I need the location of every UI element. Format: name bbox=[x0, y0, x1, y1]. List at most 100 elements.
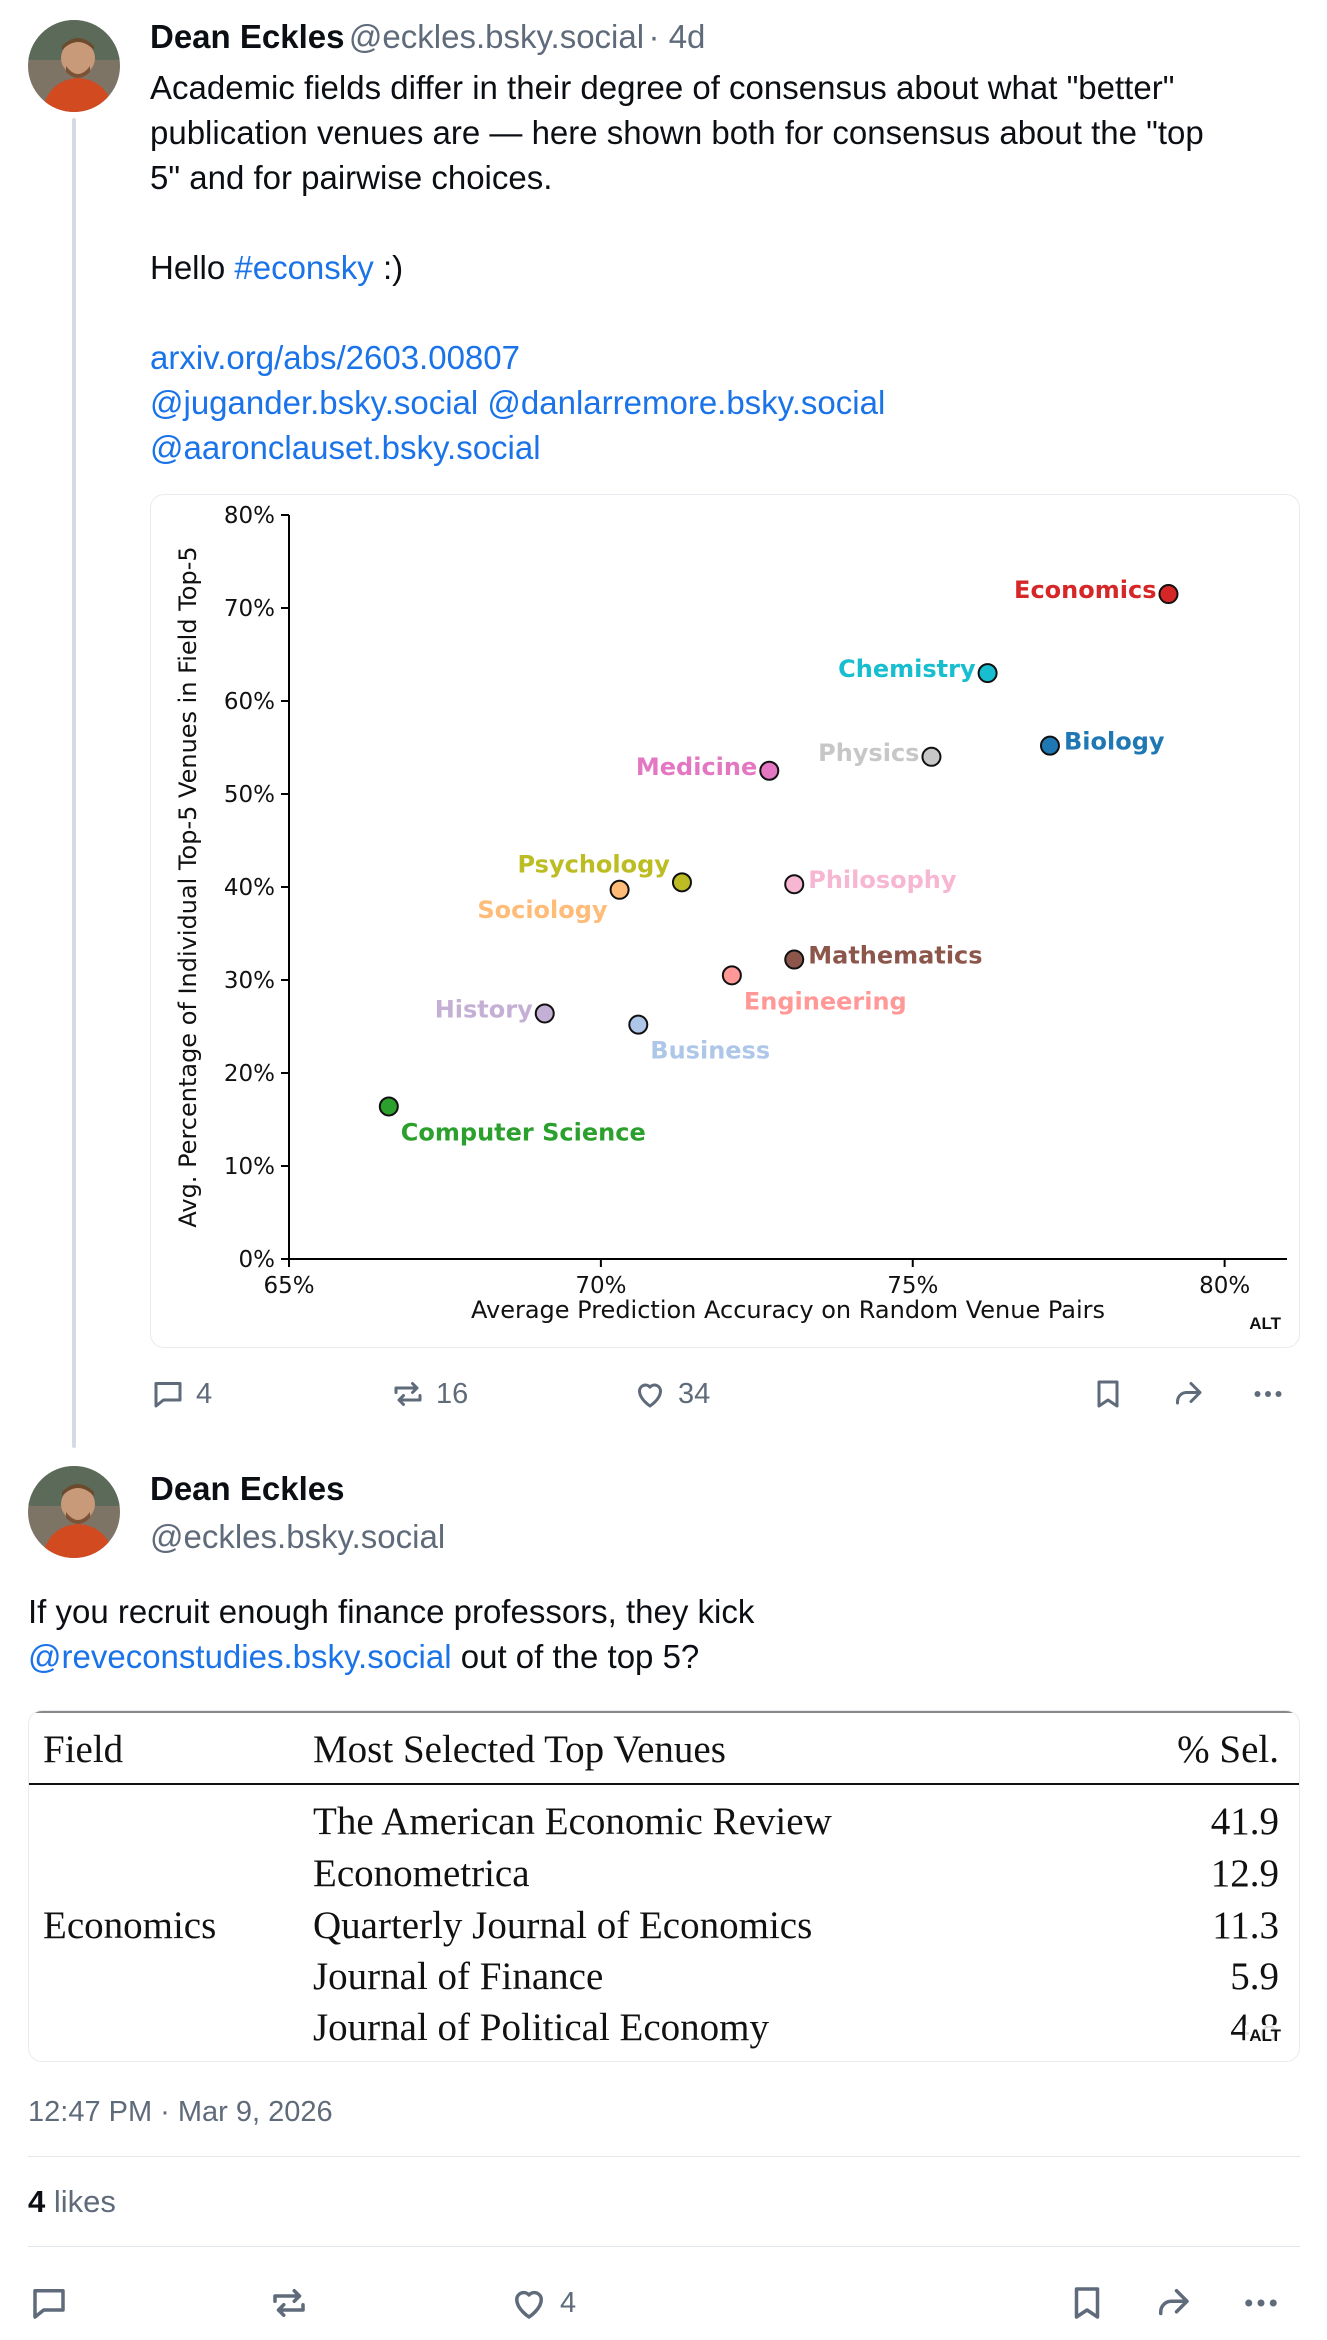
x-tick-label: 70% bbox=[575, 1273, 626, 1299]
data-point bbox=[1039, 735, 1060, 756]
point-label: Chemistry bbox=[838, 655, 976, 683]
table-venue-cell: Journal of Finance bbox=[313, 1955, 604, 1998]
x-tick-label: 80% bbox=[1199, 1273, 1250, 1299]
table-pct-cell: 41.9 bbox=[1210, 1800, 1279, 1843]
post-text-line: If you recruit enough finance professors… bbox=[28, 1593, 755, 1630]
point-label: Physics bbox=[818, 739, 919, 767]
like-count: 34 bbox=[678, 1377, 711, 1410]
heart-icon bbox=[515, 2290, 543, 2319]
table-field-cell: Economics bbox=[43, 1904, 217, 1947]
more-options-button[interactable] bbox=[1240, 2282, 1282, 2324]
mention-link[interactable]: @jugander.bsky.social bbox=[150, 384, 479, 421]
mention-link[interactable]: @danlarremore.bsky.social bbox=[487, 384, 886, 421]
like-button[interactable]: 34 bbox=[632, 1376, 710, 1412]
table-header-rule bbox=[29, 1783, 1299, 1785]
point-label: Psychology bbox=[518, 850, 671, 878]
scatter-chart: 0%10%20%30%40%50%60%70%80% 65% 70% 75% 80% … bbox=[174, 503, 1287, 1324]
comment-icon bbox=[154, 1382, 182, 1408]
repost-icon bbox=[273, 2289, 305, 2317]
thread-connector bbox=[72, 118, 76, 1448]
table-top-rule bbox=[29, 1711, 1299, 1713]
x-axis-label: Average Prediction Accuracy on Random Ve… bbox=[471, 1296, 1105, 1324]
chart-image-embed[interactable]: 0% 10% 20% 30% 40% 50% 60% 70% 80% 65% 70% 75% 80% … bbox=[150, 494, 1300, 1348]
y-tick-label: 70% bbox=[224, 596, 275, 622]
y-tick-label: 30% bbox=[224, 968, 275, 994]
more-icon bbox=[1254, 1391, 1282, 1397]
table-venue-cell: Journal of Political Economy bbox=[313, 2006, 770, 2049]
author-handle[interactable]: @eckles.bsky.social bbox=[150, 1518, 446, 1555]
author-name[interactable]: Dean Eckles bbox=[150, 1470, 345, 1507]
y-tick-label: 0% bbox=[239, 1247, 276, 1273]
x-tick-label: 65% bbox=[263, 1273, 314, 1299]
mention-link[interactable]: @reveconstudies.bsky.social bbox=[28, 1638, 452, 1675]
more-options-button[interactable] bbox=[1250, 1376, 1286, 1412]
bookmark-icon bbox=[1097, 1380, 1119, 1408]
share-button[interactable] bbox=[1152, 2282, 1194, 2324]
table-pct-cell: 11.3 bbox=[1212, 1904, 1279, 1947]
alt-badge[interactable]: ALT bbox=[1245, 1313, 1285, 1335]
data-point bbox=[784, 874, 805, 895]
bookmark-button[interactable] bbox=[1066, 2282, 1108, 2324]
table-venue-cell: Quarterly Journal of Economics bbox=[313, 1904, 813, 1947]
comment-icon bbox=[33, 2289, 65, 2319]
heart-icon bbox=[638, 1383, 662, 1408]
avatar[interactable] bbox=[28, 20, 120, 112]
hashtag-link[interactable]: #econsky bbox=[234, 249, 374, 286]
post-timestamp[interactable]: 12:47 PM · Mar 9, 2026 bbox=[28, 2096, 333, 2128]
author-name[interactable]: Dean Eckles bbox=[150, 18, 345, 55]
repost-icon bbox=[394, 1382, 422, 1406]
data-point bbox=[671, 872, 692, 893]
arxiv-link[interactable]: arxiv.org/abs/2603.00807 bbox=[150, 339, 520, 376]
x-tick-label: 75% bbox=[887, 1273, 938, 1299]
point-label: Philosophy bbox=[808, 866, 957, 894]
post-header: Dean Eckles @eckles.bsky.social · 4d bbox=[150, 18, 705, 56]
y-tick-label: 60% bbox=[224, 689, 275, 715]
share-icon bbox=[1159, 2289, 1189, 2316]
like-button[interactable]: 4 bbox=[508, 2282, 576, 2324]
repost-button[interactable] bbox=[268, 2282, 310, 2324]
likes-summary-label: likes bbox=[45, 2184, 116, 2219]
reply-button[interactable] bbox=[28, 2282, 70, 2324]
data-point bbox=[534, 1003, 555, 1024]
venue-table: Field Most Selected Top Venues % Sel. Ec… bbox=[29, 1711, 1299, 2061]
point-label: Sociology bbox=[477, 896, 608, 924]
point-label: Biology bbox=[1064, 728, 1165, 756]
avatar-image bbox=[28, 1466, 120, 1558]
table-header-pct: % Sel. bbox=[1177, 1728, 1279, 1771]
point-label: Medicine bbox=[636, 753, 757, 781]
data-point bbox=[378, 1096, 399, 1117]
post-text-line: Academic fields differ in their degree o… bbox=[150, 69, 1175, 106]
likes-summary[interactable]: 4 likes bbox=[28, 2184, 116, 2220]
share-button[interactable] bbox=[1170, 1376, 1206, 1412]
point-label: Computer Science bbox=[401, 1118, 646, 1146]
table-pct-cell: 12.9 bbox=[1210, 1852, 1279, 1895]
like-count: 4 bbox=[560, 2286, 577, 2319]
post-text-line: 5" and for pairwise choices. bbox=[150, 159, 553, 196]
post-age[interactable]: · 4d bbox=[648, 18, 706, 55]
repost-button[interactable]: 16 bbox=[390, 1376, 468, 1412]
author-handle[interactable]: @eckles.bsky.social bbox=[348, 18, 645, 55]
reply-count: 4 bbox=[196, 1377, 213, 1410]
y-tick-label: 50% bbox=[224, 782, 275, 808]
table-pct-cell: 5.9 bbox=[1230, 1955, 1279, 1998]
post-body: Academic fields differ in their degree o… bbox=[150, 65, 1310, 470]
bookmark-button[interactable] bbox=[1090, 1376, 1126, 1412]
share-icon bbox=[1176, 1382, 1202, 1405]
post-body: If you recruit enough finance professors… bbox=[28, 1589, 1298, 1679]
y-tick-label: 80% bbox=[224, 503, 275, 529]
likes-summary-count: 4 bbox=[28, 2184, 46, 2219]
bookmark-icon bbox=[1074, 2287, 1100, 2319]
table-venue-cell: The American Economic Review bbox=[313, 1800, 832, 1843]
table-venue-cell: Econometrica bbox=[313, 1852, 530, 1895]
hello-line: Hello #econsky :) bbox=[150, 245, 1310, 290]
avatar[interactable] bbox=[28, 1466, 120, 1558]
alt-badge[interactable]: ALT bbox=[1245, 2025, 1285, 2047]
table-header-field: Field bbox=[43, 1728, 124, 1771]
avatar-image bbox=[28, 20, 120, 112]
hello-suffix: :) bbox=[373, 249, 404, 286]
point-label: Business bbox=[650, 1037, 770, 1065]
table-image-embed[interactable]: Field Most Selected Top Venues % Sel. Ec… bbox=[28, 1710, 1300, 2062]
post-text-line: publication venues are — here shown both… bbox=[150, 114, 1204, 151]
reply-button[interactable]: 4 bbox=[150, 1376, 212, 1412]
mention-link[interactable]: @aaronclauset.bsky.social bbox=[150, 429, 541, 466]
